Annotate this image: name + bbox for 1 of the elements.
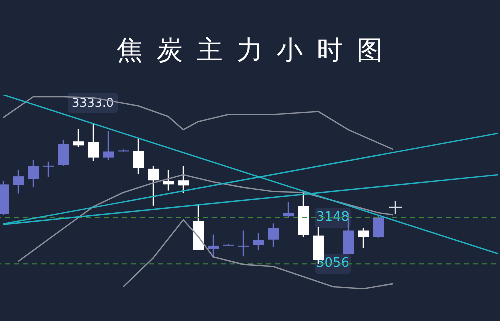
chart-title: 焦炭主力小时图 xyxy=(116,35,398,68)
